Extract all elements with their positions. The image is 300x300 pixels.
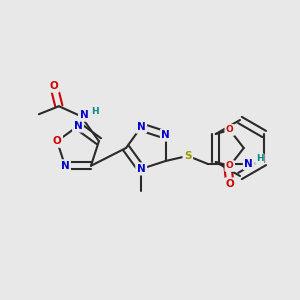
Text: O: O	[226, 161, 234, 170]
Text: O: O	[50, 81, 58, 91]
Text: O: O	[53, 136, 62, 146]
Text: N: N	[74, 121, 82, 131]
Text: O: O	[226, 125, 234, 134]
Text: O: O	[225, 179, 234, 189]
Text: N: N	[61, 161, 69, 171]
Text: H: H	[256, 154, 264, 164]
Text: S: S	[184, 151, 191, 161]
Text: N: N	[137, 122, 146, 132]
Text: N: N	[244, 159, 253, 169]
Text: N: N	[161, 130, 170, 140]
Text: N: N	[80, 110, 88, 120]
Text: N: N	[137, 164, 146, 174]
Text: H: H	[91, 107, 99, 116]
